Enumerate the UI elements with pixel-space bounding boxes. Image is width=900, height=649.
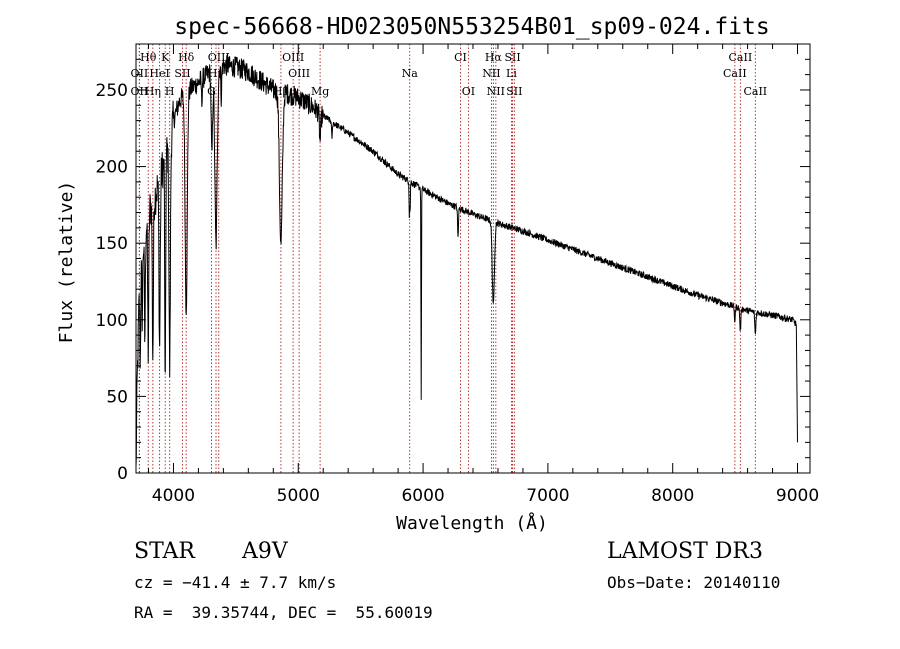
chart-title: spec-56668-HD023050N553254B01_sp09-024.f… xyxy=(174,14,769,40)
line-marker-label: G xyxy=(207,85,216,98)
line-marker-label: Hδ xyxy=(178,51,195,64)
x-tick-label: 9000 xyxy=(776,486,819,506)
line-marker-label: OIII xyxy=(288,67,310,80)
line-marker-label: Hη xyxy=(145,85,161,98)
y-tick-label: 0 xyxy=(117,464,128,484)
x-tick-label: 5000 xyxy=(277,486,320,506)
y-tick-label: 100 xyxy=(96,311,128,331)
plot-frame xyxy=(135,43,811,474)
line-marker-label: OII xyxy=(131,85,149,98)
y-axis-label: Flux (relative) xyxy=(56,181,77,344)
y-axis: 0 50 100 150 200 250 xyxy=(96,58,810,484)
object-class: STAR xyxy=(134,539,195,564)
x-tick-label: 7000 xyxy=(526,486,569,506)
x-tick-label: 6000 xyxy=(401,486,444,506)
x-tick-label: 4000 xyxy=(152,486,195,506)
observation-date: Obs−Date: 20140110 xyxy=(607,573,781,592)
y-tick-label: 150 xyxy=(96,234,128,254)
line-marker-label: CI xyxy=(454,51,467,64)
y-tick-label: 250 xyxy=(96,81,128,101)
y-tick-label: 50 xyxy=(106,387,128,407)
line-marker-label: OIII xyxy=(208,51,230,64)
line-marker-label: OIII xyxy=(282,51,304,64)
line-marker-label: CaII xyxy=(723,67,747,80)
line-marker-label: Li xyxy=(506,67,517,80)
line-marker-label: NII xyxy=(482,67,500,80)
line-marker-label: SII xyxy=(506,85,522,98)
line-marker-label: Hθ xyxy=(140,51,157,64)
x-tick-label: 8000 xyxy=(651,486,694,506)
line-marker-label: SII xyxy=(504,51,520,64)
line-marker-label: NII xyxy=(487,85,505,98)
line-marker-label: HeI xyxy=(149,67,169,80)
line-marker-label: CaII xyxy=(729,51,753,64)
spectrum-line xyxy=(135,55,798,467)
line-marker-label: CaII xyxy=(743,85,767,98)
redshift-cz: cz = −41.4 ± 7.7 km/s xyxy=(134,573,337,592)
line-marker-label: OI xyxy=(462,85,475,98)
object-subclass: A9V xyxy=(242,539,288,564)
line-marker-label: Mg xyxy=(311,85,329,98)
line-marker-label: SII xyxy=(174,67,190,80)
x-axis: 4000 5000 6000 7000 8000 9000 xyxy=(147,44,819,506)
line-marker-label: Hα xyxy=(485,51,503,64)
line-marker-label: H xyxy=(165,85,175,98)
x-axis-label: Wavelength (Å) xyxy=(396,512,548,534)
coordinates: RA = 39.35744, DEC = 55.60019 xyxy=(134,603,433,622)
line-marker-label: Na xyxy=(402,67,419,80)
survey-name: LAMOST DR3 xyxy=(607,539,763,564)
y-tick-label: 200 xyxy=(96,158,128,178)
line-marker-label: K xyxy=(161,51,170,64)
